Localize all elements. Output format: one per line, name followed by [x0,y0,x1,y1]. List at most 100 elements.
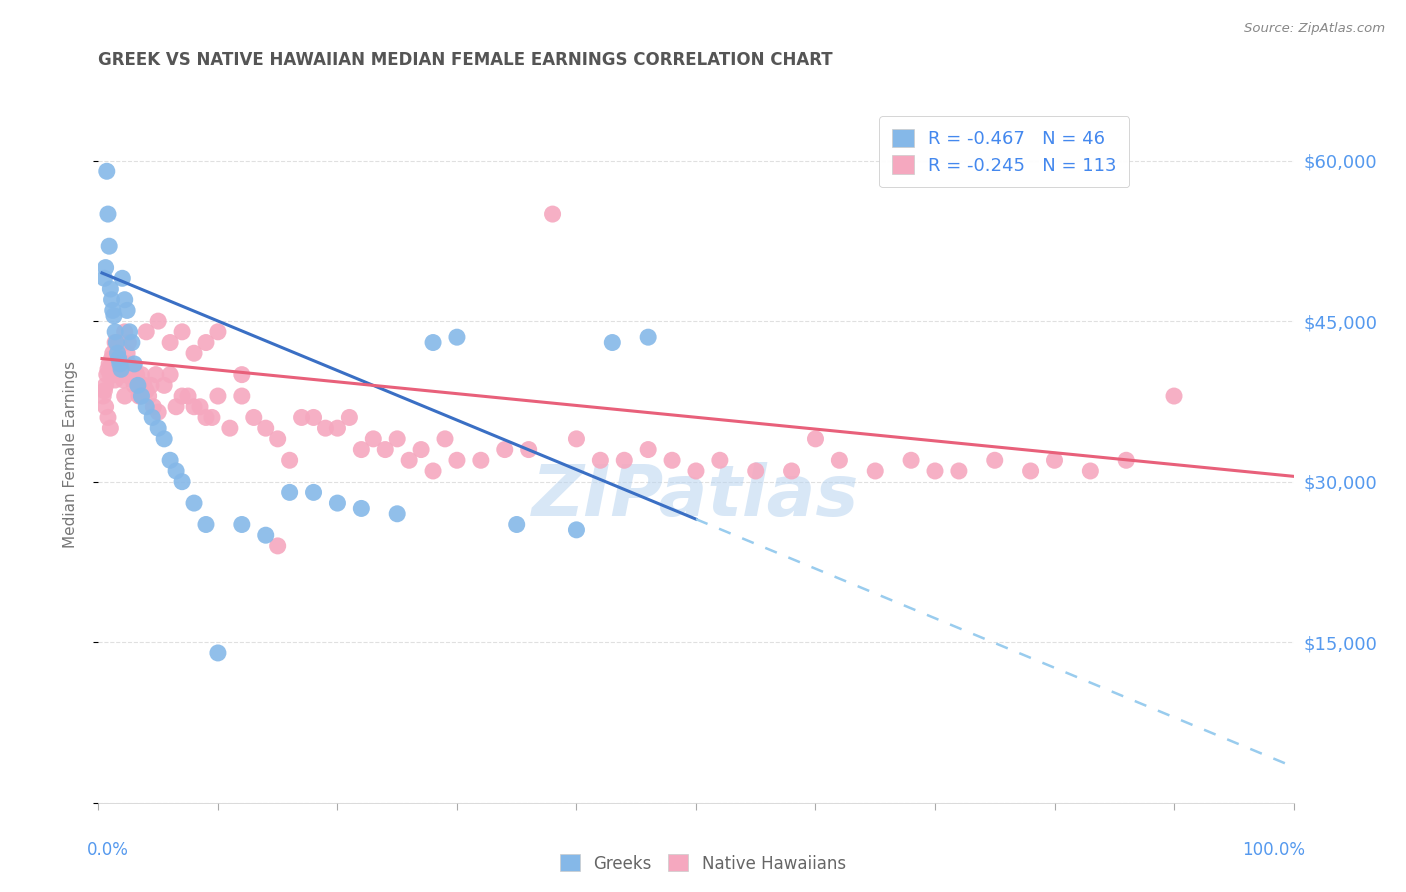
Point [165,464,187,478]
Point [828,453,851,467]
Point [118,325,141,339]
Point [541,207,564,221]
Point [101,303,124,318]
Point [105,335,128,350]
Point [231,389,253,403]
Point [207,325,229,339]
Text: 100.0%: 100.0% [1243,841,1306,859]
Point [98,357,121,371]
Point [110,368,132,382]
Y-axis label: Median Female Earnings: Median Female Earnings [63,361,77,549]
Point [96,368,118,382]
Point [446,453,468,467]
Point [183,496,205,510]
Point [98,282,122,296]
Text: ZIPatlas: ZIPatlas [533,462,859,531]
Point [108,357,131,371]
Point [114,293,136,307]
Point [339,410,361,425]
Point [159,335,181,350]
Point [104,335,127,350]
Point [97,362,120,376]
Point [1080,464,1102,478]
Point [1043,453,1066,467]
Point [115,303,138,318]
Point [104,325,127,339]
Point [506,517,529,532]
Point [470,453,492,467]
Point [494,442,516,457]
Legend: R = -0.467   N = 46, R = -0.245   N = 113: R = -0.467 N = 46, R = -0.245 N = 113 [879,116,1129,187]
Point [98,421,122,435]
Point [121,335,143,350]
Point [117,335,139,350]
Point [112,373,135,387]
Point [231,517,253,532]
Point [111,271,134,285]
Point [613,453,636,467]
Point [685,464,707,478]
Point [254,528,277,542]
Point [302,485,325,500]
Point [141,410,163,425]
Point [135,384,157,398]
Point [602,335,624,350]
Point [103,309,125,323]
Point [135,400,157,414]
Point [589,453,612,467]
Point [326,421,349,435]
Point [107,346,129,360]
Point [94,400,117,414]
Point [350,501,373,516]
Point [709,453,731,467]
Point [165,400,187,414]
Point [900,453,922,467]
Point [172,389,194,403]
Point [219,421,242,435]
Point [114,325,136,339]
Point [207,646,229,660]
Point [98,239,121,253]
Point [195,410,218,425]
Point [291,410,314,425]
Point [120,368,142,382]
Point [135,325,157,339]
Point [103,368,125,382]
Point [97,207,120,221]
Point [114,389,136,403]
Point [201,410,224,425]
Point [100,351,122,366]
Point [326,496,349,510]
Point [637,442,659,457]
Point [107,346,129,360]
Point [131,368,153,382]
Point [124,357,146,371]
Point [948,464,970,478]
Point [94,378,117,392]
Point [172,325,194,339]
Point [117,357,139,371]
Point [183,400,205,414]
Point [315,421,337,435]
Point [661,453,683,467]
Point [128,389,150,403]
Point [111,368,134,382]
Point [374,442,396,457]
Point [125,368,148,382]
Point [350,442,373,457]
Point [446,330,468,344]
Point [129,389,152,403]
Point [94,260,117,275]
Point [96,164,118,178]
Point [1019,464,1042,478]
Point [231,368,253,382]
Point [172,475,194,489]
Point [385,432,409,446]
Point [93,271,115,285]
Point [422,464,444,478]
Point [148,314,170,328]
Point [267,432,290,446]
Point [1115,453,1137,467]
Point [122,373,145,387]
Point [108,357,131,371]
